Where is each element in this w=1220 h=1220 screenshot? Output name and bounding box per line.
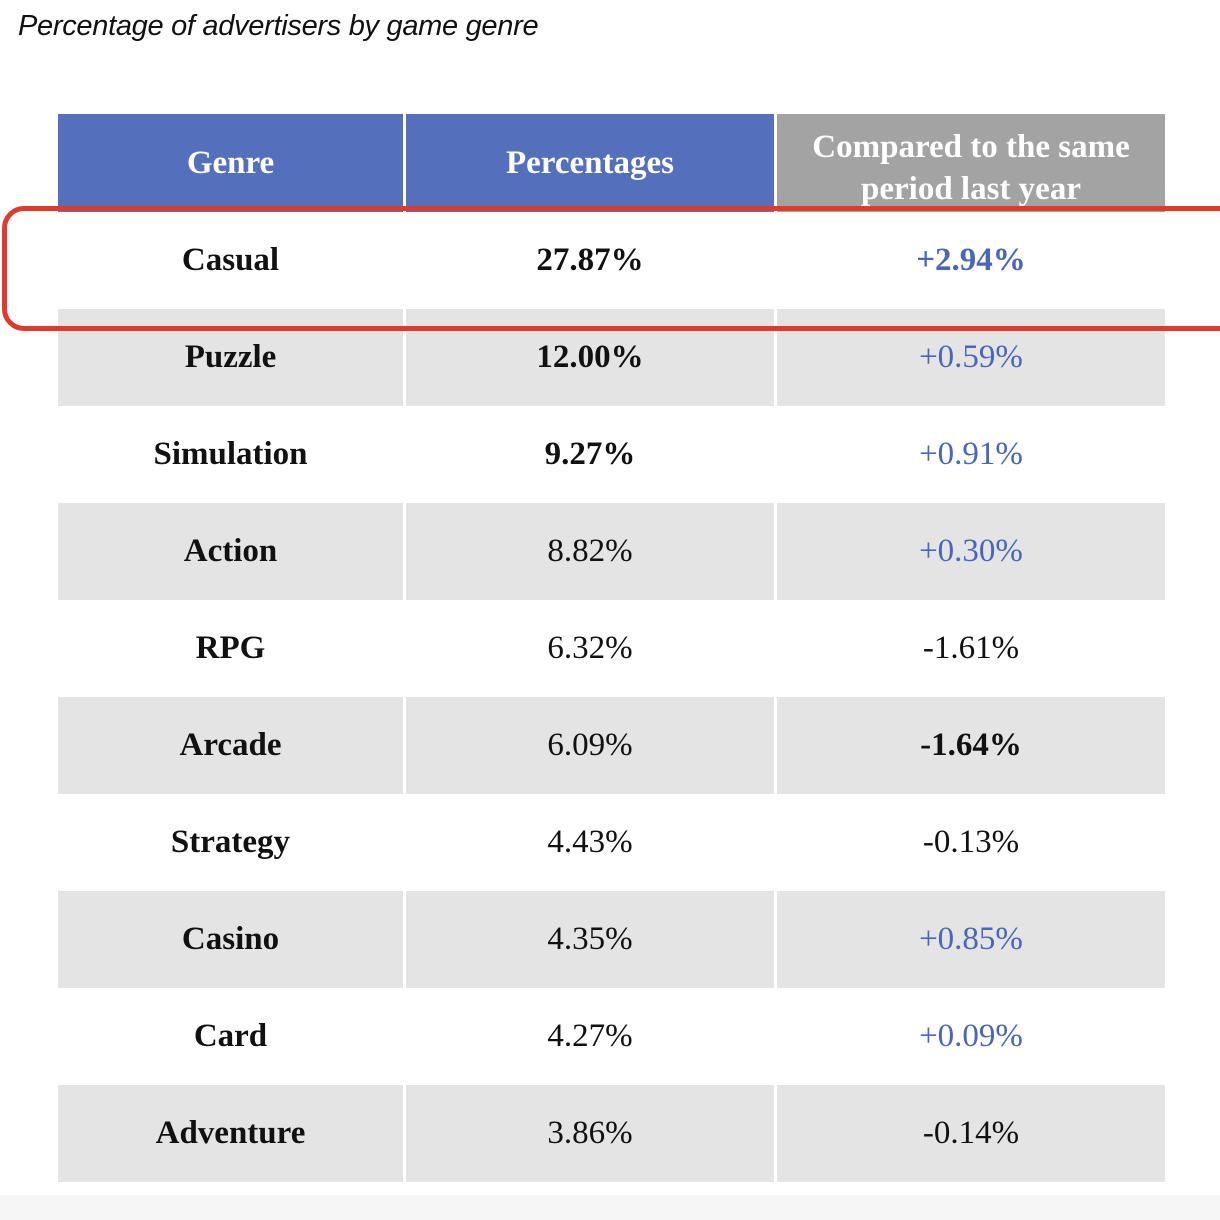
- percentage-cell: 27.87%: [536, 242, 644, 278]
- header-genre: Genre: [58, 114, 403, 212]
- change-cell: -1.64%: [777, 697, 1165, 794]
- percentage-cell: 8.82%: [406, 503, 774, 600]
- genre-cell: Strategy: [170, 824, 291, 860]
- change-cell: +0.59%: [777, 309, 1165, 406]
- table-row: Arcade 6.09% -1.64%: [58, 697, 1165, 794]
- genre-table: Genre Percentages Compared to the same p…: [58, 114, 1165, 1182]
- percentage-cell: 12.00%: [406, 309, 774, 406]
- percentage-cell: 4.35%: [406, 891, 774, 988]
- genre-cell: Simulation: [153, 436, 308, 472]
- genre-cell: Casual: [181, 242, 280, 278]
- change-cell: -0.14%: [777, 1085, 1165, 1182]
- table-row: RPG 6.32% -1.61%: [58, 600, 1165, 697]
- change-cell: +0.85%: [777, 891, 1165, 988]
- highlight-box: [2, 206, 1220, 331]
- change-cell: +0.91%: [919, 436, 1023, 472]
- percentage-cell: 6.09%: [406, 697, 774, 794]
- percentage-cell: 4.43%: [547, 824, 633, 860]
- percentage-cell: 6.32%: [547, 630, 633, 666]
- change-cell: -1.61%: [922, 630, 1020, 666]
- change-cell: +0.30%: [777, 503, 1165, 600]
- bottom-strip: [0, 1195, 1220, 1220]
- table-row: Puzzle 12.00% +0.59%: [58, 309, 1165, 406]
- table-row: Casino 4.35% +0.85%: [58, 891, 1165, 988]
- genre-cell: Arcade: [58, 697, 403, 794]
- genre-cell: RPG: [195, 630, 266, 666]
- header-compared: Compared to the same period last year: [777, 114, 1165, 212]
- table-row: Strategy 4.43% -0.13%: [58, 794, 1165, 891]
- genre-cell: Adventure: [58, 1085, 403, 1182]
- genre-cell: Card: [193, 1018, 268, 1054]
- percentage-cell: 3.86%: [406, 1085, 774, 1182]
- percentage-cell: 4.27%: [547, 1018, 633, 1054]
- percentage-cell: 9.27%: [544, 436, 636, 472]
- table-row: Action 8.82% +0.30%: [58, 503, 1165, 600]
- genre-cell: Action: [58, 503, 403, 600]
- table-header-row: Genre Percentages Compared to the same p…: [58, 114, 1165, 212]
- change-cell: +2.94%: [916, 242, 1026, 278]
- page-title: Percentage of advertisers by game genre: [18, 10, 539, 42]
- genre-cell: Casino: [58, 891, 403, 988]
- table-row: Adventure 3.86% -0.14%: [58, 1085, 1165, 1182]
- header-percentages: Percentages: [406, 114, 774, 212]
- table-row: Card 4.27% +0.09%: [58, 988, 1165, 1085]
- table-row: Simulation 9.27% +0.91%: [58, 406, 1165, 503]
- genre-cell: Puzzle: [58, 309, 403, 406]
- change-cell: +0.09%: [919, 1018, 1023, 1054]
- table-row: Casual 27.87% +2.94%: [58, 212, 1165, 309]
- change-cell: -0.13%: [922, 824, 1020, 860]
